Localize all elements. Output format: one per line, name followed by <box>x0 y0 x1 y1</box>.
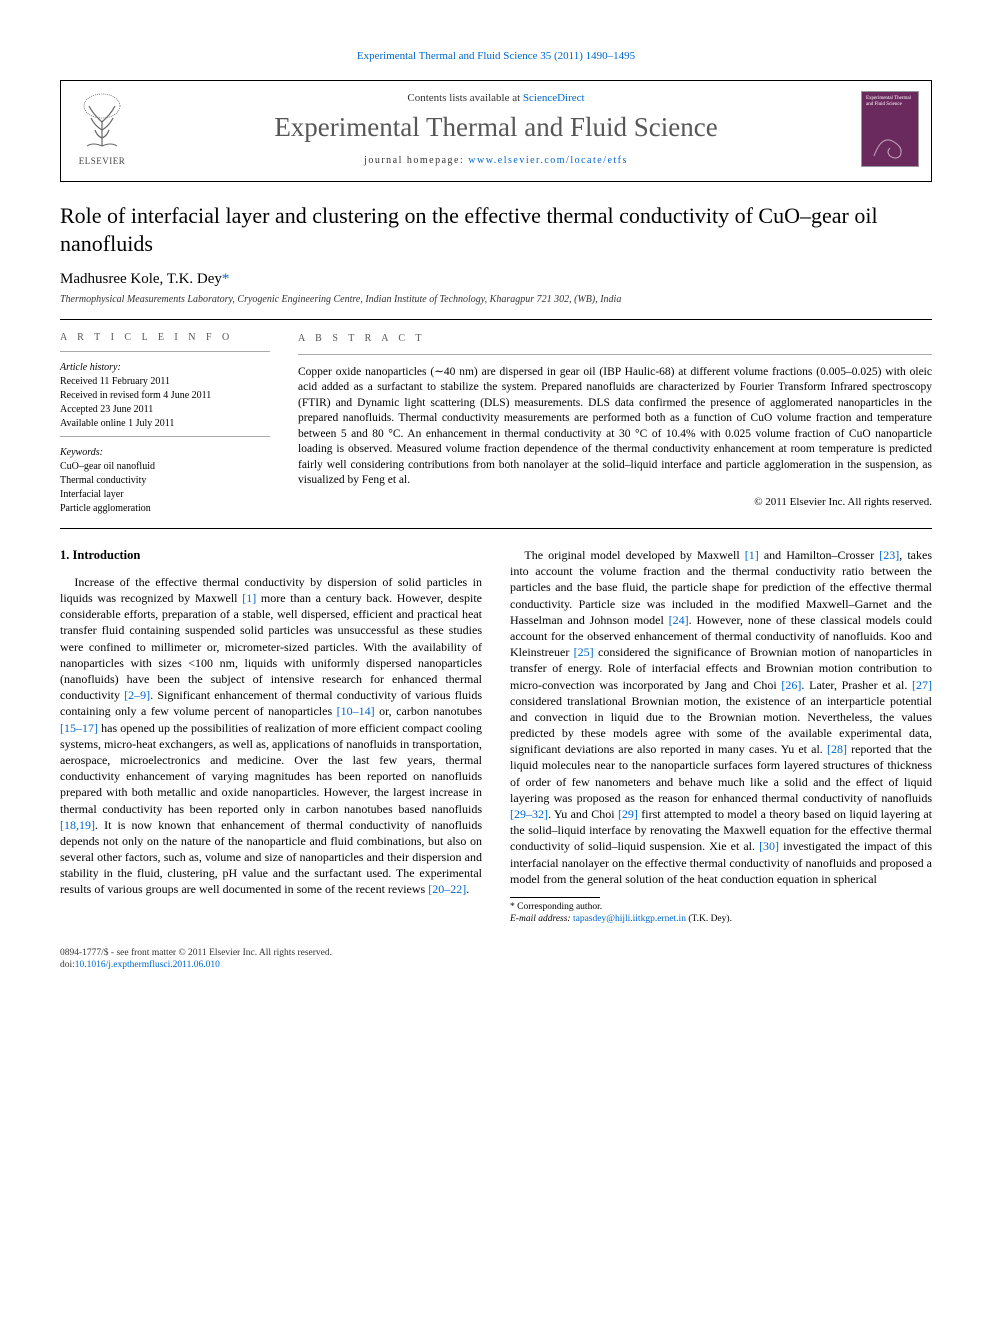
divider-info-2 <box>60 436 270 437</box>
history-line: Received in revised form 4 June 2011 <box>60 389 270 402</box>
divider-abstract <box>298 354 932 355</box>
history-head: Article history: <box>60 362 270 373</box>
authors-names: Madhusree Kole, T.K. Dey <box>60 271 222 287</box>
journal-cover-thumb: Experimental Thermal and Fluid Science <box>861 91 919 167</box>
citation-link[interactable]: [29–32] <box>510 807 548 821</box>
keyword-item: Interfacial layer <box>60 488 270 501</box>
citation-link[interactable]: [30] <box>759 839 779 853</box>
history-line: Accepted 23 June 2011 <box>60 403 270 416</box>
keyword-item: CuO–gear oil nanofluid <box>60 460 270 473</box>
divider-info-1 <box>60 351 270 352</box>
email-label: E-mail address: <box>510 914 573 924</box>
citation-link[interactable]: [1] <box>242 591 256 605</box>
email-link[interactable]: tapasdey@hijli.iitkgp.ernet.in <box>573 914 686 924</box>
elsevier-tree-icon <box>73 92 131 154</box>
publisher-name: ELSEVIER <box>73 156 131 166</box>
page-footer: 0894-1777/$ - see front matter © 2011 El… <box>60 948 932 972</box>
footnote-email-line: E-mail address: tapasdey@hijli.iitkgp.er… <box>510 914 932 926</box>
citation-link[interactable]: [27] <box>912 678 932 692</box>
citation-link[interactable]: [10–14] <box>337 704 375 718</box>
body-paragraph: Increase of the effective thermal conduc… <box>60 574 482 898</box>
contents-line: Contents lists available at ScienceDirec… <box>131 92 861 104</box>
affiliation: Thermophysical Measurements Laboratory, … <box>60 294 932 305</box>
journal-ref-link[interactable]: Experimental Thermal and Fluid Science 3… <box>357 50 635 62</box>
header-row: ELSEVIER Contents lists available at Sci… <box>73 91 919 167</box>
homepage-line: journal homepage: www.elsevier.com/locat… <box>131 155 861 166</box>
citation-link[interactable]: [24] <box>669 613 689 627</box>
sciencedirect-link[interactable]: ScienceDirect <box>523 92 585 104</box>
history-line: Available online 1 July 2011 <box>60 417 270 430</box>
abstract-label: A B S T R A C T <box>298 332 932 346</box>
section-heading-intro: 1. Introduction <box>60 547 482 564</box>
citation-link[interactable]: [25] <box>574 645 594 659</box>
abstract-block: A B S T R A C T Copper oxide nanoparticl… <box>298 332 932 516</box>
publisher-logo <box>73 92 131 154</box>
keyword-item: Thermal conductivity <box>60 474 270 487</box>
contents-prefix: Contents lists available at <box>407 92 522 104</box>
header-center: Contents lists available at ScienceDirec… <box>131 92 861 166</box>
header-box: ELSEVIER Contents lists available at Sci… <box>60 80 932 182</box>
publisher-block: ELSEVIER <box>73 92 131 166</box>
info-abstract-row: A R T I C L E I N F O Article history: R… <box>60 332 932 516</box>
journal-cover-text: Experimental Thermal and Fluid Science <box>866 96 914 108</box>
article-info: A R T I C L E I N F O Article history: R… <box>60 332 270 516</box>
footnote-corresponding: * Corresponding author. <box>510 902 932 914</box>
page-root: Experimental Thermal and Fluid Science 3… <box>0 0 992 1021</box>
article-info-label: A R T I C L E I N F O <box>60 332 270 343</box>
citation-link[interactable]: [1] <box>745 548 759 562</box>
keyword-item: Particle agglomeration <box>60 502 270 515</box>
citation-link[interactable]: [18,19] <box>60 818 95 832</box>
citation-link[interactable]: [29] <box>618 807 638 821</box>
citation-link[interactable]: [15–17] <box>60 721 98 735</box>
homepage-link[interactable]: www.elsevier.com/locate/etfs <box>468 155 628 166</box>
body-columns: 1. Introduction Increase of the effectiv… <box>60 547 932 926</box>
citation-link[interactable]: [2–9] <box>124 688 150 702</box>
divider-top <box>60 319 932 320</box>
email-author: (T.K. Dey). <box>686 914 732 924</box>
footer-doi-line: doi:10.1016/j.expthermflusci.2011.06.010 <box>60 960 932 972</box>
abstract-copyright: © 2011 Elsevier Inc. All rights reserved… <box>298 495 932 510</box>
body-paragraph: The original model developed by Maxwell … <box>510 547 932 887</box>
doi-link[interactable]: 10.1016/j.expthermflusci.2011.06.010 <box>75 960 220 970</box>
citation-link[interactable]: [28] <box>827 742 847 756</box>
doi-prefix: doi: <box>60 960 75 970</box>
journal-ref-line: Experimental Thermal and Fluid Science 3… <box>60 50 932 62</box>
keywords-head: Keywords: <box>60 447 270 458</box>
footnote-divider <box>510 897 600 898</box>
history-line: Received 11 February 2011 <box>60 375 270 388</box>
citation-link[interactable]: [23] <box>879 548 899 562</box>
abstract-text: Copper oxide nanoparticles (∼40 nm) are … <box>298 365 932 489</box>
divider-bottom <box>60 528 932 529</box>
cover-swirl-icon <box>870 126 910 162</box>
homepage-prefix: journal homepage: <box>364 155 468 166</box>
authors-line: Madhusree Kole, T.K. Dey* <box>60 271 932 288</box>
corresponding-marker: * <box>222 271 230 287</box>
journal-title: Experimental Thermal and Fluid Science <box>131 112 861 143</box>
footnote-block: * Corresponding author. E-mail address: … <box>510 897 932 926</box>
citation-link[interactable]: [20–22] <box>428 882 466 896</box>
article-title: Role of interfacial layer and clustering… <box>60 202 932 257</box>
citation-link[interactable]: [26] <box>781 678 801 692</box>
footer-front-matter: 0894-1777/$ - see front matter © 2011 El… <box>60 948 932 960</box>
